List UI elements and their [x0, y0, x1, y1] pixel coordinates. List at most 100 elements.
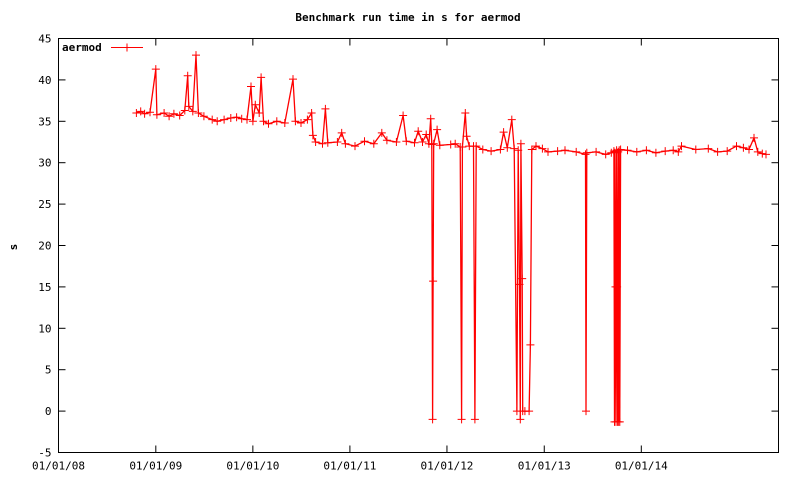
y-tick-label: 20	[38, 240, 51, 253]
data-point	[739, 143, 748, 152]
data-point	[146, 108, 154, 117]
data-point	[514, 146, 523, 155]
y-tick-label: 0	[45, 405, 52, 418]
x-tick-label: 01/01/14	[615, 460, 668, 473]
data-point	[478, 145, 487, 154]
data-point	[601, 150, 610, 159]
y-tick-label: 45	[38, 33, 51, 46]
x-tick-label: 01/01/08	[32, 460, 85, 473]
data-point	[451, 139, 460, 148]
data-point	[532, 142, 540, 151]
data-point	[561, 146, 569, 155]
data-point	[318, 139, 327, 148]
legend-marker	[123, 43, 131, 52]
y-tick-label: 25	[38, 198, 51, 211]
data-point	[582, 407, 590, 416]
data-point	[592, 147, 601, 156]
data-point	[422, 130, 431, 139]
data-point	[616, 145, 625, 154]
data-point	[308, 131, 317, 140]
data-point	[516, 415, 525, 424]
data-point	[175, 111, 184, 120]
data-point	[713, 147, 722, 156]
data-point	[351, 142, 359, 151]
data-point	[151, 65, 160, 74]
legend: aermod	[62, 41, 143, 54]
data-point	[257, 73, 266, 82]
data-point	[518, 274, 527, 283]
data-point	[402, 137, 411, 146]
data-point	[750, 133, 758, 142]
data-point	[433, 125, 442, 134]
data-point	[180, 106, 189, 115]
data-point	[661, 147, 670, 156]
data-point	[399, 111, 408, 120]
data-point	[487, 147, 496, 156]
data-point	[259, 117, 268, 126]
data-point	[199, 112, 208, 121]
y-tick-label: -5	[38, 447, 51, 460]
data-point	[544, 147, 552, 156]
data-point	[213, 117, 222, 126]
data-point	[237, 114, 246, 123]
data-point	[426, 114, 435, 123]
data-point	[192, 51, 200, 60]
data-point	[169, 109, 178, 118]
data-point	[232, 113, 241, 122]
x-tick-label: 01/01/11	[323, 460, 376, 473]
data-point	[248, 117, 257, 126]
data-point	[615, 146, 624, 155]
data-point	[382, 136, 391, 145]
data-point	[152, 110, 161, 119]
data-point	[369, 139, 378, 148]
data-point	[723, 147, 732, 156]
data-point	[297, 119, 305, 127]
y-axis: -5 0 5 10 15 20 25 30 35 40 45	[38, 33, 779, 460]
data-point	[496, 145, 505, 154]
data-point	[503, 143, 512, 152]
data-point	[220, 115, 229, 124]
data-point	[429, 277, 438, 286]
data-point	[341, 139, 350, 148]
y-tick-label: 35	[38, 115, 51, 128]
data-point	[414, 127, 423, 136]
series-layer	[132, 51, 770, 426]
data-point	[527, 145, 536, 154]
data-point	[732, 142, 741, 151]
data-point	[516, 139, 525, 148]
data-point	[323, 138, 332, 147]
data-point	[458, 143, 467, 151]
data-point	[255, 109, 264, 117]
data-point	[251, 100, 260, 109]
y-tick-label: 10	[38, 322, 51, 335]
data-point	[762, 150, 770, 159]
data-point	[303, 115, 312, 124]
data-point	[165, 112, 174, 121]
data-point	[674, 147, 683, 156]
data-point	[429, 139, 438, 148]
data-point	[247, 82, 255, 91]
data-point	[226, 114, 235, 122]
data-point	[526, 340, 535, 349]
data-point	[446, 140, 455, 149]
data-point	[188, 107, 197, 116]
data-point	[183, 71, 192, 80]
data-point	[280, 119, 289, 127]
data-point	[243, 115, 251, 124]
y-axis-label: s	[7, 244, 20, 251]
data-point	[377, 128, 386, 137]
data-point	[160, 109, 169, 117]
data-point	[538, 144, 547, 153]
x-tick-label: 01/01/13	[518, 460, 571, 473]
data-point	[333, 138, 342, 146]
data-point	[392, 138, 401, 146]
data-point	[184, 102, 193, 111]
data-point	[677, 142, 686, 151]
data-point	[457, 415, 466, 424]
y-tick-label: 15	[38, 281, 51, 294]
data-point	[470, 415, 479, 424]
data-point	[321, 104, 330, 113]
chart-title: Benchmark run time in s for aermod	[295, 11, 520, 24]
data-point	[758, 149, 767, 158]
